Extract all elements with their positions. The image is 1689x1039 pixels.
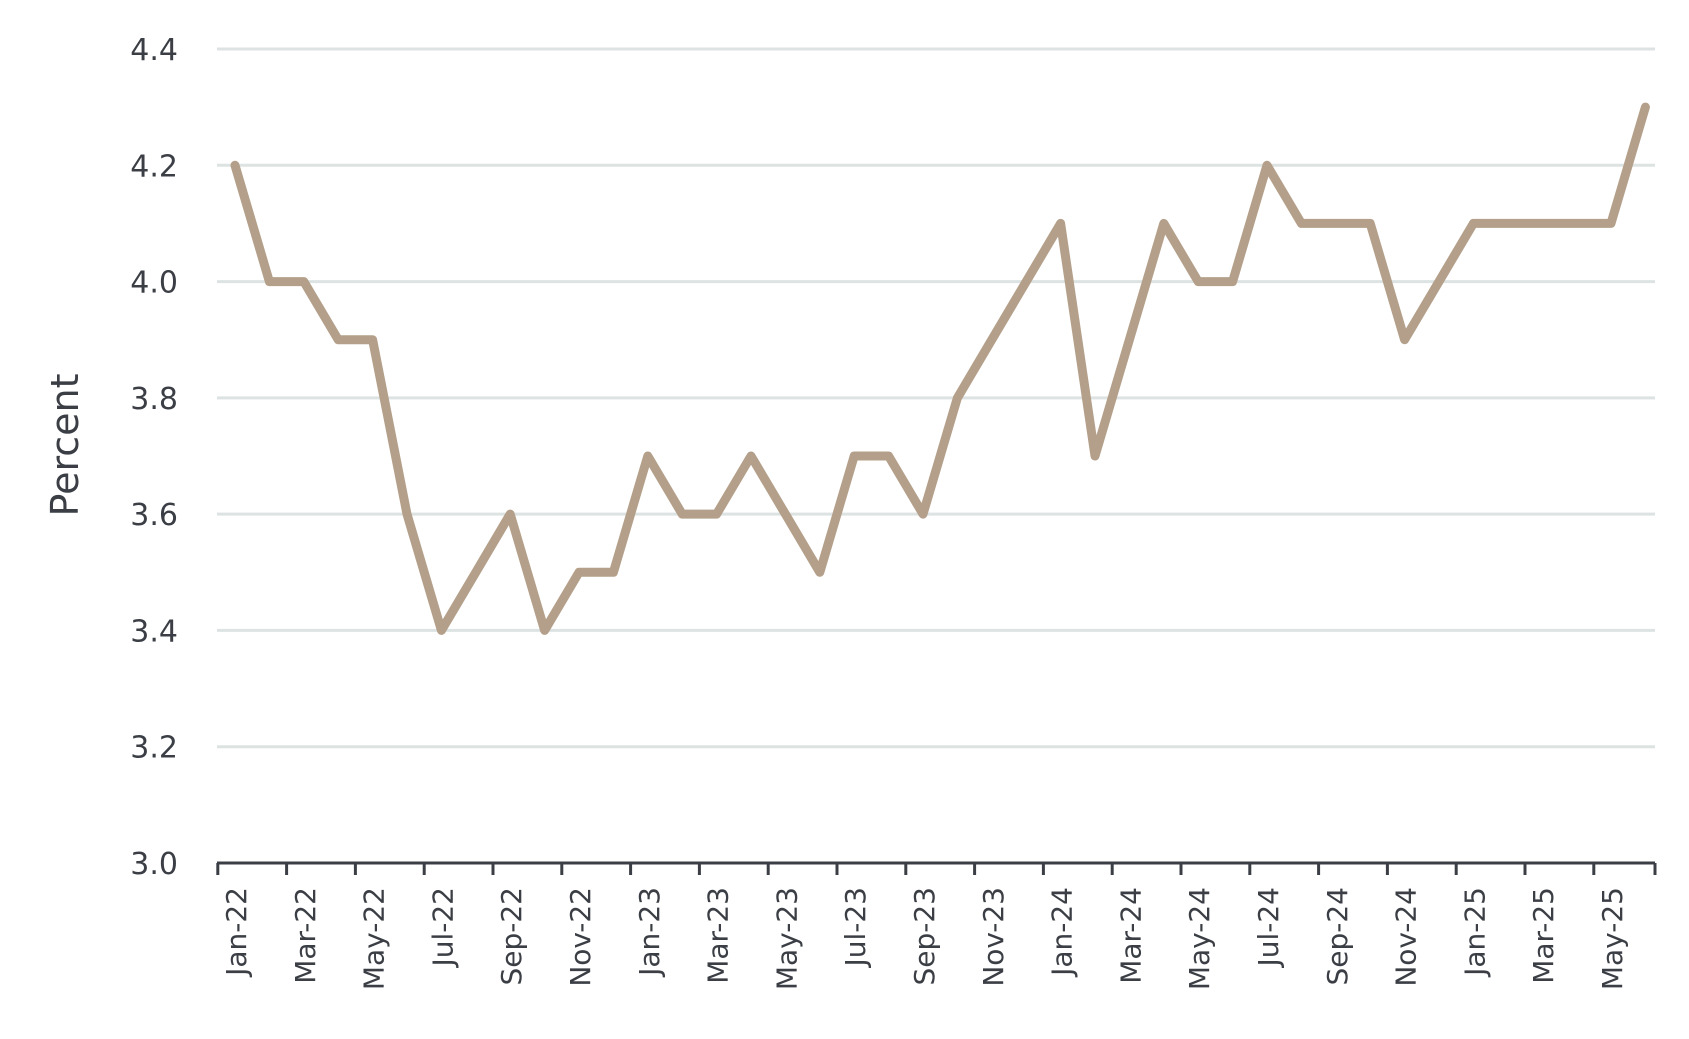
gridlines	[217, 47, 1655, 749]
y-axis-title: Percent	[43, 374, 87, 517]
x-tick-label: May-24	[1183, 887, 1216, 990]
x-tick-label: Nov-22	[564, 887, 597, 987]
y-tick-label: 3.6	[130, 498, 178, 533]
x-tick-label: Jan-24	[1046, 887, 1079, 978]
series-line	[230, 102, 1650, 635]
x-tick-labels: Jan-22 Mar-22 May-22 Jul-22 Sep-22 Nov-22 Jan-…	[220, 887, 1629, 990]
x-tick-label: Jul-23	[839, 887, 872, 969]
x-tick-label: Sep-23	[908, 887, 941, 986]
x-tick-label: Mar-25	[1527, 887, 1560, 984]
x-tick-label: May-25	[1596, 887, 1629, 990]
y-tick-label: 4.2	[130, 149, 178, 184]
x-tick-label: Sep-24	[1321, 887, 1354, 986]
y-tick-label: 4.0	[130, 266, 178, 301]
x-tick-label: Jul-24	[1252, 887, 1285, 969]
x-tick-label: Sep-22	[495, 887, 528, 986]
y-tick-label: 4.4	[130, 33, 178, 68]
y-tick-label: 3.2	[130, 731, 178, 766]
y-tick-labels: 3.0 3.2 3.4 3.6 3.8 4.0 4.2 4.4	[130, 33, 178, 882]
x-tick-label: Jan-25	[1458, 887, 1491, 978]
x-tick-label: Jul-22	[426, 887, 459, 969]
x-tick-label: Mar-23	[702, 887, 735, 984]
y-tick-label: 3.4	[130, 614, 178, 649]
series-lines	[230, 102, 1650, 635]
x-tick-label: Mar-24	[1114, 887, 1147, 984]
x-tick-label: Mar-22	[289, 887, 322, 984]
x-tick-label: Jan-23	[633, 887, 666, 978]
x-tick-label: May-22	[358, 887, 391, 990]
x-tick-label: Nov-24	[1390, 887, 1423, 987]
x-axis	[216, 861, 1657, 875]
x-tick-label: Nov-23	[977, 887, 1010, 987]
x-tick-label: May-23	[770, 887, 803, 990]
y-tick-label: 3.0	[130, 847, 178, 882]
x-tick-label: Jan-22	[220, 887, 253, 978]
y-tick-label: 3.8	[130, 382, 178, 417]
